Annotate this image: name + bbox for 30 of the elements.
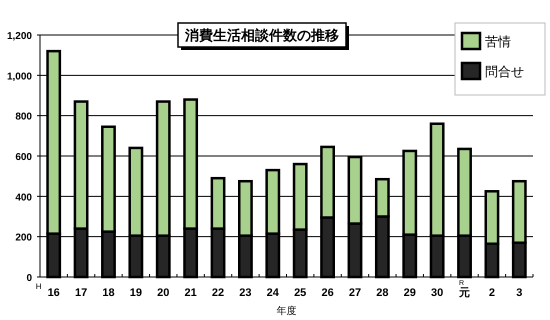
y-tick-label: 800: [15, 112, 32, 123]
x-axis-title: 年度: [276, 305, 296, 317]
chart-title: 消費生活相談件数の推移: [184, 27, 339, 43]
x-tick-label: 22: [212, 287, 224, 299]
y-tick-label: 400: [15, 192, 32, 204]
x-tick-label: 3: [516, 287, 522, 299]
x-tick-label: 19: [130, 287, 142, 299]
x-tick-label: 29: [404, 287, 416, 299]
x-tick-label: 18: [102, 287, 115, 299]
x-tick-label: 2: [488, 287, 495, 299]
x-tick-label: 25: [294, 287, 306, 299]
x-tick-label: 元: [458, 287, 470, 299]
x-tick-label: 28: [376, 287, 388, 299]
x-tick-label: 30: [431, 287, 444, 299]
legend-label: 苦情: [485, 34, 511, 49]
text: H: [36, 282, 42, 291]
y-tick-label: 0: [26, 273, 32, 284]
y-tick-label: 600: [15, 152, 32, 163]
x-tick-label: 20: [157, 287, 170, 299]
x-tick-label: 27: [348, 287, 362, 299]
legend-label: 問合せ: [485, 64, 524, 79]
x-tick-label: 24: [266, 287, 280, 299]
x-tick-label: 26: [321, 287, 334, 299]
x-tick-label: 16: [48, 287, 60, 299]
x-tick-label: 23: [239, 287, 252, 299]
y-tick-label: 1,200: [6, 31, 32, 42]
x-tick-label: 21: [184, 287, 197, 299]
x-tick-label: 17: [74, 287, 88, 299]
y-tick-label: 1,000: [6, 71, 32, 82]
y-tick-label: 200: [15, 232, 32, 244]
